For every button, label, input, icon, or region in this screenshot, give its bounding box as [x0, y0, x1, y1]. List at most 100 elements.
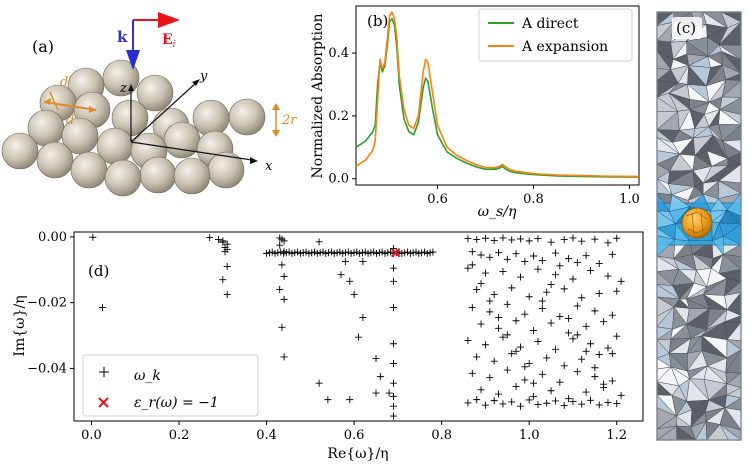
sphere-array [1, 59, 266, 197]
pole-marker [481, 269, 489, 277]
pole-marker [390, 412, 398, 420]
chart-d-xtick-label: 1.2 [606, 428, 627, 443]
chart-b-xtick-label: 1.0 [619, 192, 640, 207]
pole-marker [355, 333, 362, 341]
x-axis-arrowhead [250, 157, 258, 164]
pole-marker [420, 248, 428, 256]
pole-marker [565, 255, 573, 263]
sphere [104, 159, 142, 197]
pole-marker [390, 379, 398, 387]
pole-marker [268, 248, 276, 256]
sphere [36, 141, 74, 179]
pole-marker [406, 249, 414, 257]
pole-marker [582, 388, 590, 396]
pole-marker [359, 258, 367, 266]
pole-marker [311, 248, 319, 256]
pole-marker [409, 249, 417, 257]
pole-marker [398, 249, 406, 257]
chart-d-xtick-label: 0.4 [256, 428, 277, 443]
pole-marker [401, 249, 409, 257]
e-field-arrowhead [158, 12, 180, 28]
pole-marker [214, 236, 222, 244]
pole-marker [565, 329, 573, 337]
pole-marker [617, 391, 625, 399]
pole-marker [495, 324, 503, 332]
pole-marker [223, 290, 231, 298]
chart-b-legend: A direct A expansion [478, 8, 633, 62]
pole-marker [390, 277, 398, 285]
pole-marker [486, 253, 494, 261]
pole-marker [600, 380, 608, 388]
pole-marker [325, 249, 333, 257]
pole-marker [390, 359, 398, 367]
panel-d-chart: 0.0 0.2 0.4 0.6 0.8 1.0 1.20.00−0.02−0.04 (d) … [12, 230, 644, 462]
mesh-triangle [719, 424, 741, 440]
pole-marker [477, 386, 485, 394]
chart-d-ytick-label: −0.02 [27, 296, 67, 311]
pole-marker [285, 248, 293, 256]
pole-marker [595, 289, 603, 297]
pole-marker [385, 389, 393, 397]
pole-marker [359, 313, 367, 321]
pole-marker [547, 387, 555, 395]
pole-marker [98, 304, 106, 312]
pole-marker [278, 261, 286, 269]
pole-marker [503, 300, 511, 308]
pole-marker [315, 238, 323, 246]
pole-marker [412, 248, 420, 256]
pole-marker [586, 266, 594, 274]
pole-marker [319, 248, 327, 256]
pole-marker [578, 237, 586, 245]
pole-marker [521, 310, 529, 318]
d-label-lower: d [66, 113, 74, 128]
pole-marker [538, 257, 546, 265]
chart-d-ytick-label: 0.00 [38, 230, 67, 245]
chart-b-xtick-label: 0.8 [523, 192, 544, 207]
chart-b-panel-label: (b) [367, 12, 388, 30]
pole-marker [280, 237, 288, 245]
chart-d-legend: ω_k ε_r(ω) = −1 [82, 354, 259, 417]
chart-d-panel-label: (d) [88, 262, 109, 280]
pole-marker [372, 389, 380, 397]
pole-marker [604, 272, 612, 280]
pole-marker [503, 366, 511, 374]
pole-marker [477, 320, 485, 328]
pole-marker [481, 341, 489, 349]
pole-marker [591, 235, 599, 243]
pole-marker [426, 249, 434, 257]
pole-marker [294, 248, 302, 256]
pole-marker [89, 233, 97, 241]
pole-marker [418, 249, 426, 257]
pole-marker [495, 313, 503, 321]
chart-d-legend-box [82, 354, 259, 417]
pole-marker [534, 235, 542, 243]
pole-marker [530, 392, 538, 400]
pole-marker [376, 373, 384, 381]
y-axis-label: y [199, 69, 208, 84]
pole-marker [617, 277, 625, 285]
pole-marker [508, 350, 516, 358]
pole-marker [464, 235, 472, 243]
panel-c: (c) [656, 11, 742, 441]
pole-marker [370, 248, 378, 256]
pole-marker [276, 286, 284, 294]
pole-marker [481, 234, 489, 242]
sphere [228, 98, 266, 136]
pole-marker [586, 340, 594, 348]
pole-marker [525, 237, 533, 245]
radius-arrowheads [272, 103, 280, 137]
y-axis-arrowhead [192, 79, 200, 86]
pole-marker [516, 235, 524, 243]
pole-marker [525, 293, 533, 301]
pole-marker [490, 397, 498, 405]
chart-b-ylabel: Normalized Absorption [310, 14, 326, 179]
pole-marker [219, 238, 227, 246]
chart-b-ytick-label: 0.2 [328, 109, 349, 124]
pole-marker [591, 373, 599, 381]
pole-marker [604, 239, 612, 247]
pole-marker [223, 263, 231, 271]
sphere [163, 121, 201, 159]
chart-d-ticks: 0.0 0.2 0.4 0.6 0.8 1.0 1.2 0.00 −0.02 −0.04 [27, 230, 627, 443]
pole-marker [316, 249, 324, 257]
